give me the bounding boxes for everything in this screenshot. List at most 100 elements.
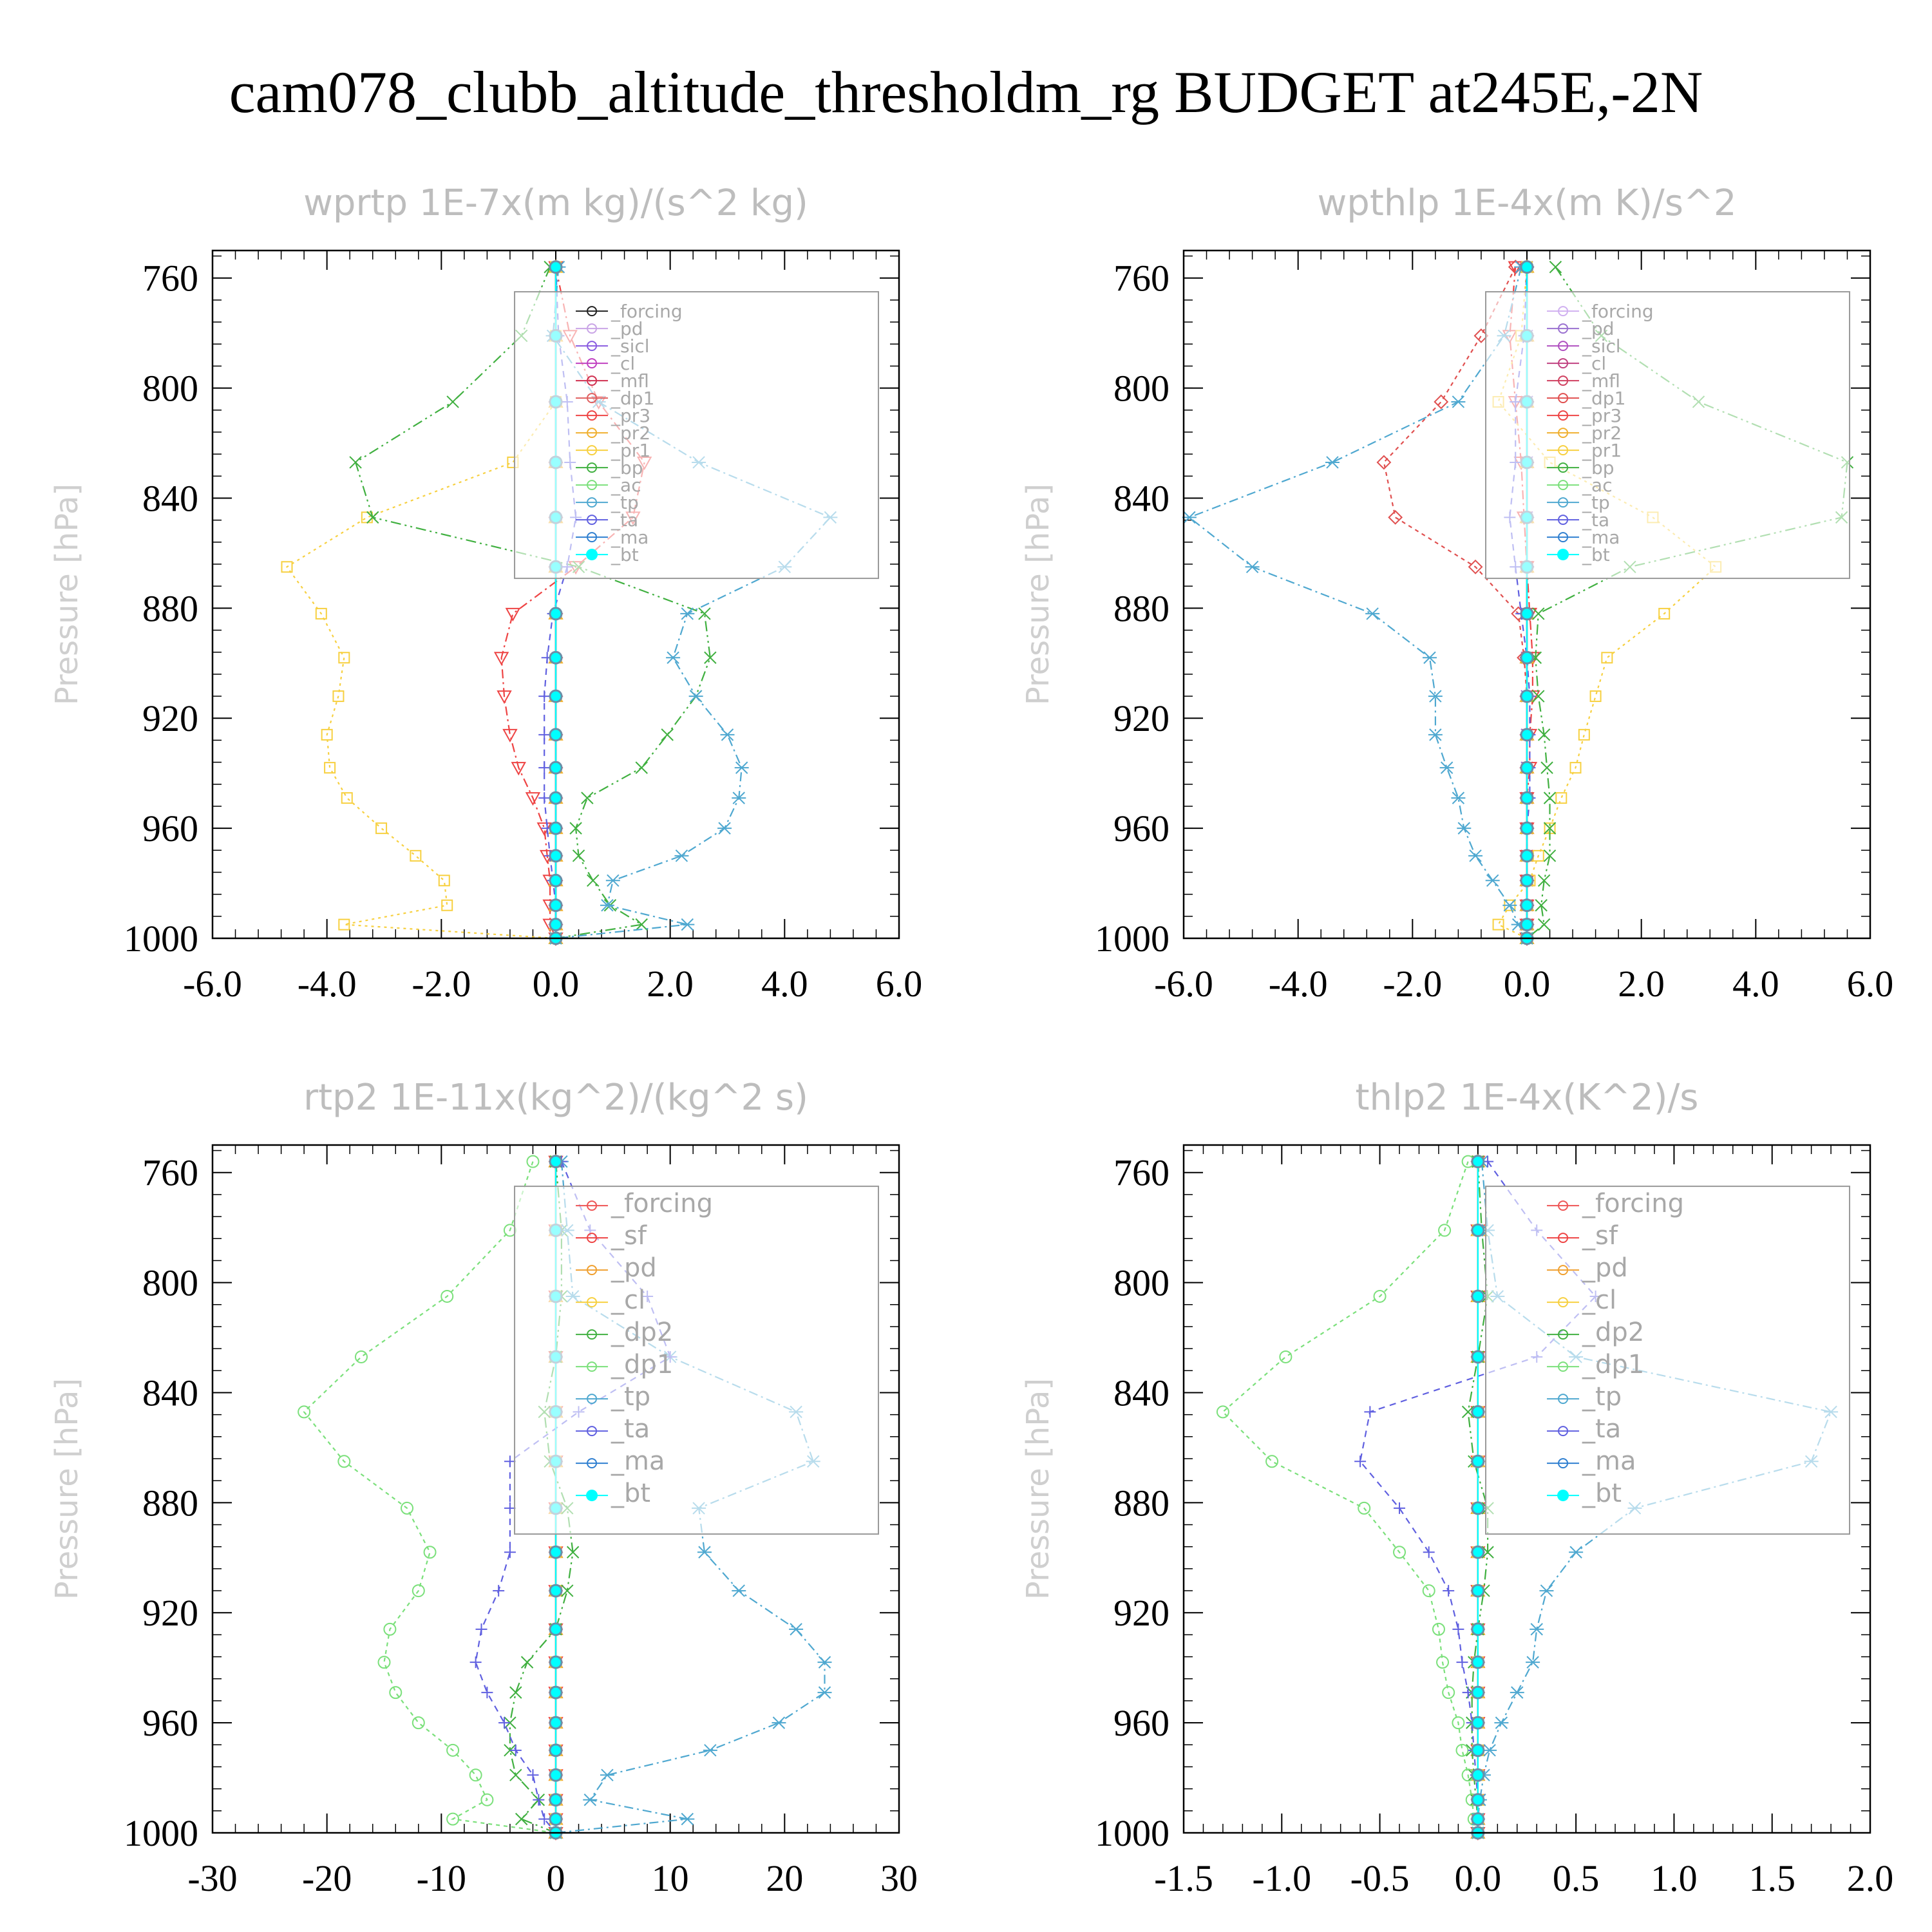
legend-marker [1558, 410, 1569, 421]
legend-marker [1558, 532, 1569, 543]
legend-marker [587, 1265, 598, 1276]
data-point [1589, 690, 1602, 703]
data-point [1438, 1224, 1452, 1237]
data-point [549, 650, 563, 665]
data-point [1434, 394, 1449, 410]
y-tick-label: 760 [1113, 258, 1170, 299]
x-tick-label: 10 [652, 1857, 689, 1899]
data-point [440, 1289, 454, 1303]
series-line [1188, 267, 1528, 939]
data-point [412, 1584, 425, 1598]
data-point [1510, 1686, 1524, 1699]
data-point [1520, 791, 1534, 805]
data-point [732, 791, 746, 804]
legend-label: _forcing [1582, 301, 1654, 322]
y-tick-label: 1000 [1095, 918, 1170, 960]
data-point [734, 761, 749, 774]
legend-box [1485, 291, 1851, 580]
data-point [1279, 1350, 1293, 1363]
data-point [1442, 1686, 1455, 1700]
legend-label: _ta [611, 1414, 650, 1444]
y-tick-label: 840 [142, 477, 198, 519]
legend-marker [1558, 497, 1569, 508]
data-point [549, 1685, 563, 1700]
x-tick-label: 0.0 [1504, 963, 1551, 1005]
legend-marker [587, 480, 598, 491]
legend-marker [587, 1297, 598, 1308]
legend-label: _ac [1582, 475, 1613, 496]
data-point [511, 762, 526, 776]
data-point [441, 899, 453, 911]
plot-frame [211, 249, 900, 940]
data-point [1451, 791, 1466, 804]
x-tick-label: -2.0 [412, 963, 471, 1005]
data-point [1485, 874, 1500, 887]
y-tick-label: 880 [1113, 587, 1170, 629]
data-point [538, 690, 551, 703]
plot-frame [1182, 249, 1871, 940]
legend-marker [587, 1200, 598, 1211]
legend-label: _sf [1582, 1221, 1618, 1251]
legend-label: _mfl [1582, 370, 1620, 392]
legend-marker [1558, 1426, 1569, 1437]
data-point [1520, 728, 1534, 742]
y-tick-label: 760 [142, 258, 198, 299]
legend-marker [1558, 341, 1569, 352]
legend-marker [1558, 1297, 1569, 1308]
legend-label: _cl [611, 1285, 645, 1315]
legend-label: _forcing [611, 1189, 713, 1218]
data-point [587, 874, 600, 887]
data-point [1364, 1406, 1376, 1418]
data-point [635, 761, 648, 774]
data-point [1182, 511, 1197, 524]
legend-marker [587, 1394, 598, 1405]
data-point [504, 1502, 516, 1514]
data-point [1436, 1656, 1450, 1669]
data-point [1471, 1223, 1485, 1237]
data-point [337, 1455, 351, 1468]
legend-label: _bp [1582, 457, 1615, 478]
data-point [698, 607, 711, 620]
data-point [732, 1584, 746, 1597]
data-point [1520, 650, 1534, 665]
data-point [1451, 395, 1466, 408]
data-point [703, 1744, 717, 1757]
data-point [1658, 607, 1671, 620]
series-bt [1471, 1155, 1485, 1840]
data-point [600, 899, 614, 912]
legend-marker [587, 375, 598, 386]
data-point [720, 728, 735, 741]
data-point [561, 1584, 574, 1597]
data-point [1422, 651, 1437, 664]
x-tick-label: -30 [187, 1857, 237, 1899]
data-point [338, 652, 350, 664]
plot-frame [211, 1144, 900, 1834]
data-point [389, 1686, 402, 1700]
y-axis-label: Pressure [hPa] [49, 484, 85, 705]
data-point [375, 822, 388, 835]
series-line [354, 267, 711, 940]
x-tick-label: -10 [417, 1857, 466, 1899]
legend-label: _dp1 [1582, 1350, 1644, 1379]
legend-marker [1558, 393, 1569, 404]
data-point [1482, 1744, 1497, 1757]
legend-marker [1558, 1200, 1569, 1211]
data-point [1245, 560, 1260, 573]
legend-label: _cl [611, 353, 635, 374]
legend-label: _pd [1582, 1253, 1628, 1283]
y-tick-label: 760 [142, 1152, 198, 1194]
legend-label: _bt [1582, 544, 1610, 565]
data-point [383, 1622, 397, 1636]
x-tick-label: -4.0 [298, 963, 357, 1005]
data-point [1537, 874, 1551, 887]
data-point [498, 1717, 511, 1729]
y-tick-label: 960 [142, 1702, 198, 1744]
data-point [1443, 1585, 1455, 1597]
legend-label: _tp [611, 1382, 650, 1412]
data-point [1481, 1546, 1494, 1558]
data-point [1520, 849, 1534, 863]
data-point [475, 1623, 488, 1635]
data-point [1354, 1455, 1367, 1468]
data-point [717, 822, 732, 835]
